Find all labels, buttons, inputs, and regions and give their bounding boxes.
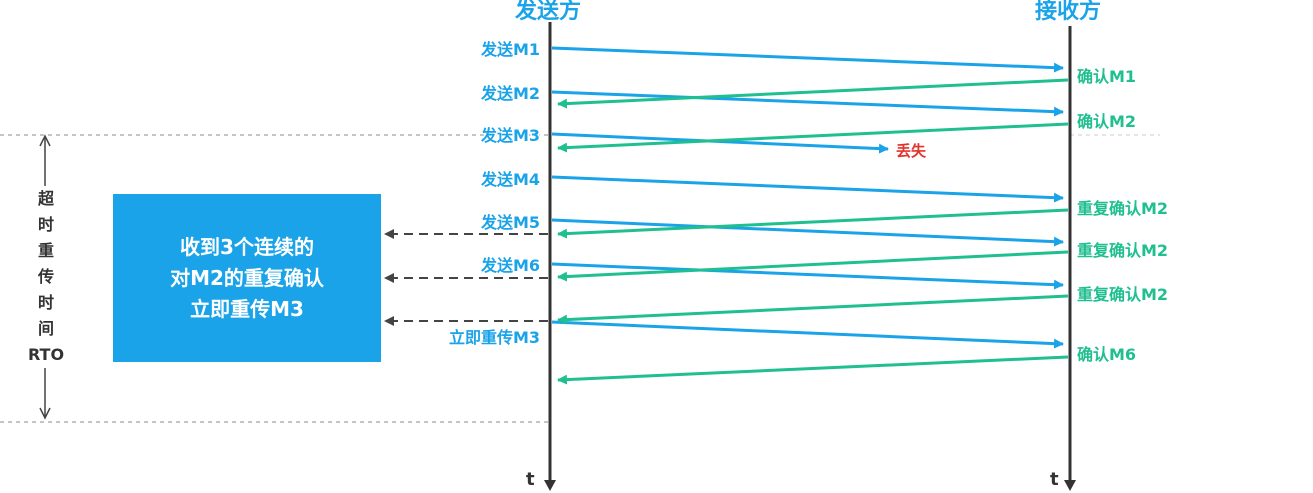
receiver-timeline-arrowhead [1064, 480, 1076, 491]
rto-char: 间 [37, 319, 54, 338]
send-label-m6: 发送M6 [480, 256, 540, 275]
rto-abbr: RTO [27, 345, 65, 364]
dup-ack-arrow-1 [557, 208, 1069, 239]
rto-char: 时 [37, 293, 54, 312]
rto-char: 超 [37, 189, 54, 208]
receiver-time-label: t [1050, 469, 1059, 490]
sender-time-label: t [526, 469, 535, 490]
send-label-m3: 发送M3 [480, 126, 540, 145]
rto-char: 传 [37, 267, 54, 286]
lost-label: 丢失 [896, 142, 927, 160]
dup-ack-label-1: 重复确认M2 [1077, 199, 1168, 218]
sender-title: 发送方 [514, 0, 581, 24]
fast-retransmit-note: 收到3个连续的 对M2的重复确认 立即重传M3 [113, 194, 381, 362]
sender-timeline-arrowhead [544, 480, 556, 491]
dup-ack-arrow-3 [557, 294, 1069, 325]
ack-arrow-m1 [557, 78, 1069, 109]
rto-arrow-up-head [39, 134, 51, 147]
ack-label-m2: 确认M2 [1077, 112, 1136, 131]
rto-char: 重 [37, 241, 54, 260]
send-label-m2: 发送M2 [480, 84, 540, 103]
segment-arrow-m4 [551, 175, 1064, 203]
rto-char: 时 [37, 215, 54, 234]
send-label-m1: 发送M1 [480, 40, 540, 59]
receiver-title: 接收方 [1035, 0, 1101, 24]
rto-arrow-down-head [39, 407, 51, 420]
note-line: 收到3个连续的 [180, 234, 314, 259]
dup-ack-label-3: 重复确认M2 [1077, 285, 1168, 304]
segment-arrow-m2 [551, 90, 1064, 117]
segment-arrow-m6 [551, 262, 1064, 290]
ack-label-m6: 确认M6 [1077, 345, 1136, 364]
ack-label-m1: 确认M1 [1077, 67, 1136, 86]
note-line: 对M2的重复确认 [170, 265, 324, 290]
note-line: 立即重传M3 [190, 296, 304, 321]
segment-arrow-m1 [551, 46, 1064, 73]
send-label-m5: 发送M5 [480, 213, 540, 232]
send-label-m3-retransmit: 立即重传M3 [449, 328, 540, 347]
ack-arrow-m6 [557, 355, 1069, 385]
rto-label: 超 时 重 传 时 间 RTO [28, 186, 64, 368]
ack-arrow-m2 [557, 122, 1069, 153]
dup-ack-arrow-2 [557, 250, 1069, 282]
dup-ack-label-2: 重复确认M2 [1077, 241, 1168, 260]
segment-arrow-m3-retransmit [551, 320, 1064, 349]
segment-arrow-m5 [551, 218, 1064, 247]
send-label-m4: 发送M4 [480, 170, 540, 189]
